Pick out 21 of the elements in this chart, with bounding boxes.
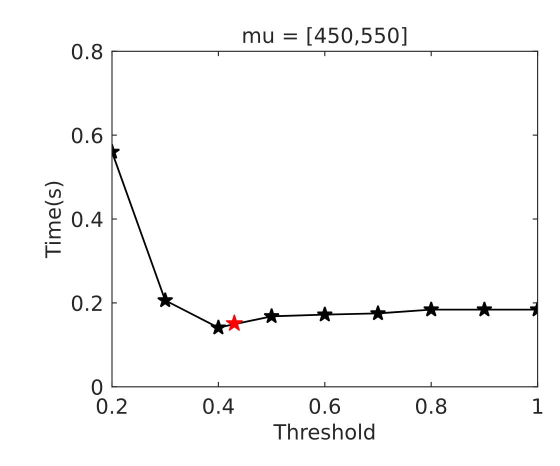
x-tick-label: 0.4: [203, 398, 234, 414]
x-tick-label: 0.2: [96, 398, 126, 414]
point: [423, 301, 440, 317]
x-axis-title: Threshold: [273, 424, 374, 440]
y-tick-label: 0.6: [72, 128, 102, 144]
point: [157, 292, 174, 308]
point: [370, 304, 386, 320]
point: [316, 306, 333, 322]
point: [210, 319, 226, 335]
y-tick-label: 0.2: [72, 295, 102, 312]
x-tick-label: 0.8: [416, 398, 446, 414]
point: [264, 308, 280, 324]
x-tick-label: 1: [533, 398, 542, 414]
y-tick-label: 0: [92, 379, 102, 395]
point: [476, 301, 492, 317]
chart-title: mu = [450,550]: [243, 27, 406, 46]
y-tick-label: 0.8: [72, 44, 102, 60]
point: [226, 314, 243, 331]
y-tick-label: 0.4: [72, 211, 102, 228]
x-tick-label: 0.6: [310, 398, 340, 414]
y-axis-title: Time(s): [44, 182, 64, 258]
